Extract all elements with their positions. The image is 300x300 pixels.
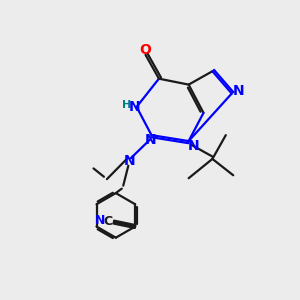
Text: C: C xyxy=(104,215,113,228)
Text: H: H xyxy=(122,100,131,110)
Text: N: N xyxy=(232,84,244,98)
Text: N: N xyxy=(145,134,157,148)
Text: N: N xyxy=(128,100,140,114)
Text: O: O xyxy=(140,43,152,57)
Text: N: N xyxy=(187,140,199,153)
Text: N: N xyxy=(123,154,135,168)
Text: N: N xyxy=(95,214,106,227)
